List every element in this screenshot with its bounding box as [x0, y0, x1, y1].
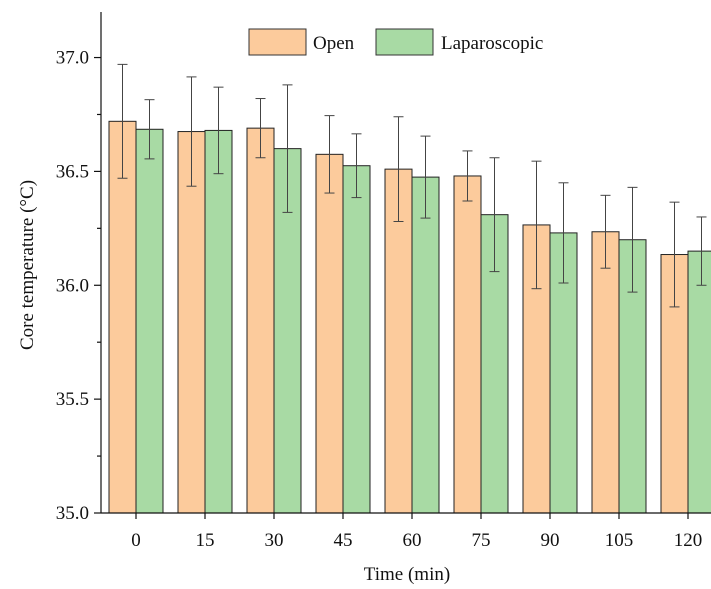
- error-bar-laparoscopic-90: [558, 182, 569, 284]
- x-ticks: 0 15 30 45 60 75 90 105 120: [131, 513, 702, 551]
- y-tick-label: 36.5: [56, 161, 89, 182]
- error-bar-open-15: [186, 76, 197, 187]
- y-tick-label: 35.0: [56, 503, 89, 524]
- error-bars-layer: [117, 63, 707, 308]
- error-bar-open-60: [393, 116, 404, 223]
- error-bar-laparoscopic-0: [144, 99, 155, 160]
- bar-laparoscopic-45: [342, 165, 371, 514]
- error-bar-laparoscopic-105: [627, 186, 638, 293]
- bar-laparoscopic-120: [687, 250, 711, 514]
- bar-laparoscopic-30: [273, 148, 302, 514]
- x-tick-label: 120: [674, 530, 703, 551]
- bar-open-105: [591, 231, 620, 514]
- y-tick-label: 37.0: [56, 48, 89, 69]
- error-bar-open-75: [462, 150, 473, 202]
- legend-label-laparoscopic: Laparoscopic: [441, 33, 543, 54]
- legend-label-open: Open: [313, 33, 355, 54]
- error-bar-laparoscopic-75: [489, 157, 500, 273]
- y-axis-title: Core temperature (°C): [17, 180, 38, 350]
- bar-open-30: [246, 127, 275, 514]
- axes-layer: [100, 12, 711, 514]
- bar-laparoscopic-15: [204, 129, 233, 514]
- error-bar-open-90: [531, 160, 542, 290]
- legend-swatch-open: [248, 28, 307, 56]
- x-tick-label: 60: [403, 530, 422, 551]
- bar-open-15: [177, 131, 206, 514]
- x-tick-label: 45: [334, 530, 353, 551]
- x-tick-label: 15: [196, 530, 215, 551]
- x-axis-title: Time (min): [364, 564, 450, 585]
- y-ticks: 35.0 35.5 36.0 36.5 37.0: [56, 48, 101, 524]
- bar-laparoscopic-0: [135, 128, 164, 514]
- error-bar-open-105: [600, 194, 611, 269]
- error-bar-open-30: [255, 98, 266, 159]
- error-bar-open-120: [669, 201, 680, 308]
- x-tick-label: 90: [541, 530, 560, 551]
- bar-open-75: [453, 175, 482, 514]
- x-tick-label: 75: [472, 530, 491, 551]
- x-tick-label: 30: [265, 530, 284, 551]
- error-bar-laparoscopic-45: [351, 133, 362, 199]
- error-bar-open-45: [324, 115, 335, 194]
- bar-open-60: [384, 168, 413, 514]
- x-tick-label: 105: [605, 530, 634, 551]
- bar-open-0: [108, 120, 137, 514]
- error-bar-laparoscopic-120: [696, 216, 707, 286]
- error-bar-open-0: [117, 63, 128, 179]
- bars-layer: [108, 120, 711, 514]
- y-tick-label: 36.0: [56, 275, 89, 296]
- x-tick-label: 0: [131, 530, 141, 551]
- error-bar-laparoscopic-60: [420, 135, 431, 219]
- legend: Open Laparoscopic: [248, 28, 543, 56]
- legend-swatch-laparoscopic: [375, 28, 434, 56]
- bar-open-45: [315, 153, 344, 514]
- error-bar-laparoscopic-30: [282, 84, 293, 213]
- bar-laparoscopic-60: [411, 176, 440, 514]
- error-bar-laparoscopic-15: [213, 86, 224, 175]
- y-tick-label: 35.5: [56, 389, 89, 410]
